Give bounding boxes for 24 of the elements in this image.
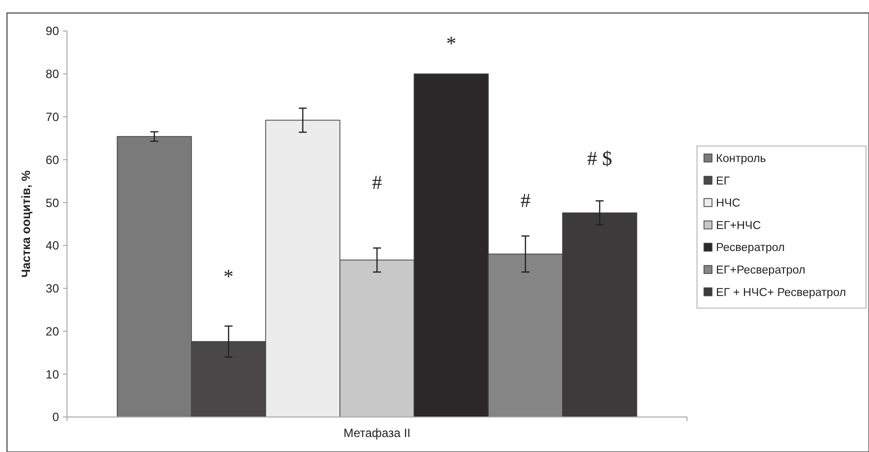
annotation: * — [224, 266, 234, 288]
annotation: * — [446, 32, 456, 55]
y-tick-label: 60 — [46, 152, 60, 167]
y-tick-label: 30 — [46, 282, 60, 296]
y-tick-label: 10 — [46, 367, 60, 382]
y-tick-label: 90 — [46, 24, 60, 38]
annotation: # — [372, 172, 382, 194]
y-tick-label: 50 — [46, 196, 60, 210]
legend-label: ЕГ+Ресвератрол — [716, 264, 806, 277]
annotation: # $ — [587, 148, 612, 170]
legend-label: ЕГ + НЧС+ Ресвератрол — [716, 286, 846, 299]
y-tick-label: 80 — [46, 67, 60, 82]
y-tick-label: 40 — [46, 238, 60, 253]
annotation: # — [520, 190, 530, 212]
x-tick-label: Метафаза II — [343, 426, 411, 440]
legend-label: НЧС — [716, 198, 740, 210]
y-tick-label: 0 — [52, 410, 60, 424]
y-tick-label: 70 — [46, 110, 60, 124]
legend-label: ЕГ+НЧС — [716, 220, 761, 232]
legend-label: Ресвератрол — [716, 242, 785, 254]
y-axis-title: Частка ооцитів, % — [19, 170, 33, 278]
legend-label: Контроль — [716, 153, 766, 166]
y-tick-label: 20 — [46, 324, 60, 338]
legend-label: ЕГ — [716, 175, 731, 188]
